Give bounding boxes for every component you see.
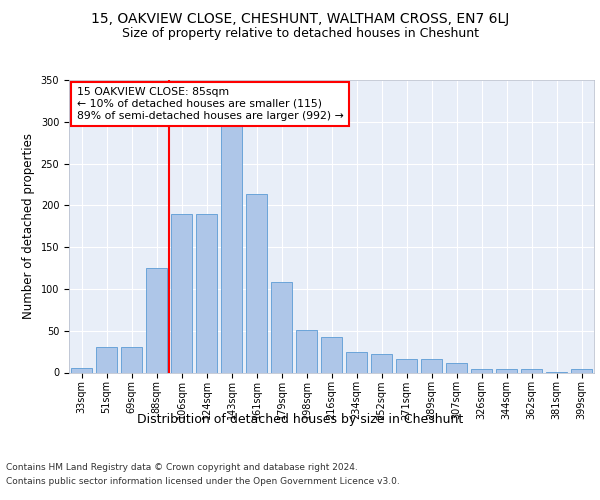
Bar [96, 348, 117, 372]
Bar [121, 348, 142, 372]
Text: Contains HM Land Registry data © Crown copyright and database right 2024.: Contains HM Land Registry data © Crown c… [6, 462, 358, 471]
Bar [321, 338, 342, 372]
Bar [421, 359, 442, 372]
Y-axis label: Number of detached properties: Number of detached properties [22, 133, 35, 320]
Bar [471, 369, 492, 372]
Text: Size of property relative to detached houses in Cheshunt: Size of property relative to detached ho… [121, 28, 479, 40]
Bar [496, 369, 517, 372]
Text: Distribution of detached houses by size in Cheshunt: Distribution of detached houses by size … [137, 412, 463, 426]
Bar [221, 126, 242, 372]
Text: Contains public sector information licensed under the Open Government Licence v3: Contains public sector information licen… [6, 478, 400, 486]
Bar [271, 282, 292, 372]
Text: 15, OAKVIEW CLOSE, CHESHUNT, WALTHAM CROSS, EN7 6LJ: 15, OAKVIEW CLOSE, CHESHUNT, WALTHAM CRO… [91, 12, 509, 26]
Bar [521, 369, 542, 372]
Bar [371, 354, 392, 372]
Bar [71, 368, 92, 372]
Text: 15 OAKVIEW CLOSE: 85sqm
← 10% of detached houses are smaller (115)
89% of semi-d: 15 OAKVIEW CLOSE: 85sqm ← 10% of detache… [77, 88, 344, 120]
Bar [196, 214, 217, 372]
Bar [146, 268, 167, 372]
Bar [446, 364, 467, 372]
Bar [171, 214, 192, 372]
Bar [246, 194, 267, 372]
Bar [346, 352, 367, 372]
Bar [396, 359, 417, 372]
Bar [571, 369, 592, 372]
Bar [296, 330, 317, 372]
